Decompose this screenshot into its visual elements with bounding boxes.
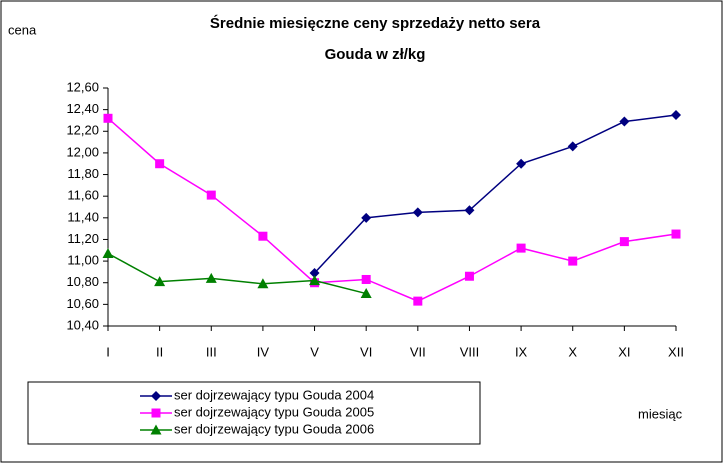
y-tick-label: 12,20 — [66, 123, 99, 138]
x-tick-label: V — [310, 344, 319, 359]
y-tick-label: 11,00 — [67, 253, 99, 268]
legend-label: ser dojrzewający typu Gouda 2004 — [174, 387, 374, 402]
legend-label: ser dojrzewający typu Gouda 2005 — [174, 404, 374, 419]
y-tick-label: 12,40 — [66, 101, 99, 116]
data-point — [413, 296, 423, 306]
data-point — [103, 113, 113, 123]
data-point — [102, 248, 114, 259]
x-tick-label: I — [106, 344, 110, 359]
x-tick-label: X — [568, 344, 577, 359]
series-line — [107, 252, 367, 295]
legend-marker — [151, 408, 161, 418]
series-line — [107, 117, 677, 302]
x-axis-label: miesiąc — [638, 406, 683, 421]
y-tick-label: 11,80 — [67, 166, 99, 181]
data-point — [361, 274, 371, 284]
y-axis-label: cena — [8, 22, 37, 37]
data-point — [309, 275, 321, 286]
data-point — [258, 231, 268, 241]
legend-label: ser dojrzewający typu Gouda 2006 — [174, 421, 374, 436]
y-tick-label: 11,40 — [67, 209, 99, 224]
x-tick-label: XII — [668, 344, 684, 359]
data-point — [619, 237, 629, 247]
data-point — [360, 288, 372, 299]
x-tick-label: IV — [257, 344, 270, 359]
data-point — [516, 243, 526, 253]
x-tick-label: XI — [618, 344, 630, 359]
y-tick-label: 12,00 — [66, 144, 99, 159]
series-line — [313, 114, 677, 274]
data-point — [206, 190, 216, 200]
legend-box — [27, 381, 481, 445]
y-tick-label: 11,20 — [67, 231, 99, 246]
x-tick-label: IX — [515, 344, 528, 359]
data-point — [205, 272, 217, 283]
data-point — [464, 271, 474, 281]
data-point — [257, 278, 269, 289]
data-point — [412, 207, 423, 218]
data-point — [154, 276, 166, 287]
y-tick-label: 12,60 — [66, 79, 99, 94]
data-point — [464, 205, 475, 216]
x-tick-label: II — [156, 344, 163, 359]
y-tick-label: 11,60 — [67, 188, 99, 203]
y-tick-label: 10,60 — [66, 296, 99, 311]
data-point — [671, 110, 681, 121]
legend-marker — [151, 391, 161, 401]
y-tick-label: 10,40 — [66, 317, 99, 332]
data-point — [567, 141, 578, 152]
y-tick-label: 10,80 — [66, 274, 99, 289]
x-tick-label: III — [206, 344, 217, 359]
data-point — [361, 212, 372, 223]
x-tick-label: VII — [410, 344, 426, 359]
chart-title: Gouda w zł/kg — [325, 46, 426, 63]
data-point — [155, 159, 165, 169]
legend-marker — [150, 424, 162, 435]
data-point — [671, 229, 681, 239]
x-tick-label: VIII — [460, 344, 480, 359]
data-point — [309, 267, 320, 278]
data-point — [516, 158, 527, 169]
x-tick-label: VI — [360, 344, 372, 359]
data-point — [568, 256, 578, 266]
chart-title: Średnie miesięczne ceny sprzedaży netto … — [210, 14, 541, 32]
data-point — [619, 116, 630, 127]
